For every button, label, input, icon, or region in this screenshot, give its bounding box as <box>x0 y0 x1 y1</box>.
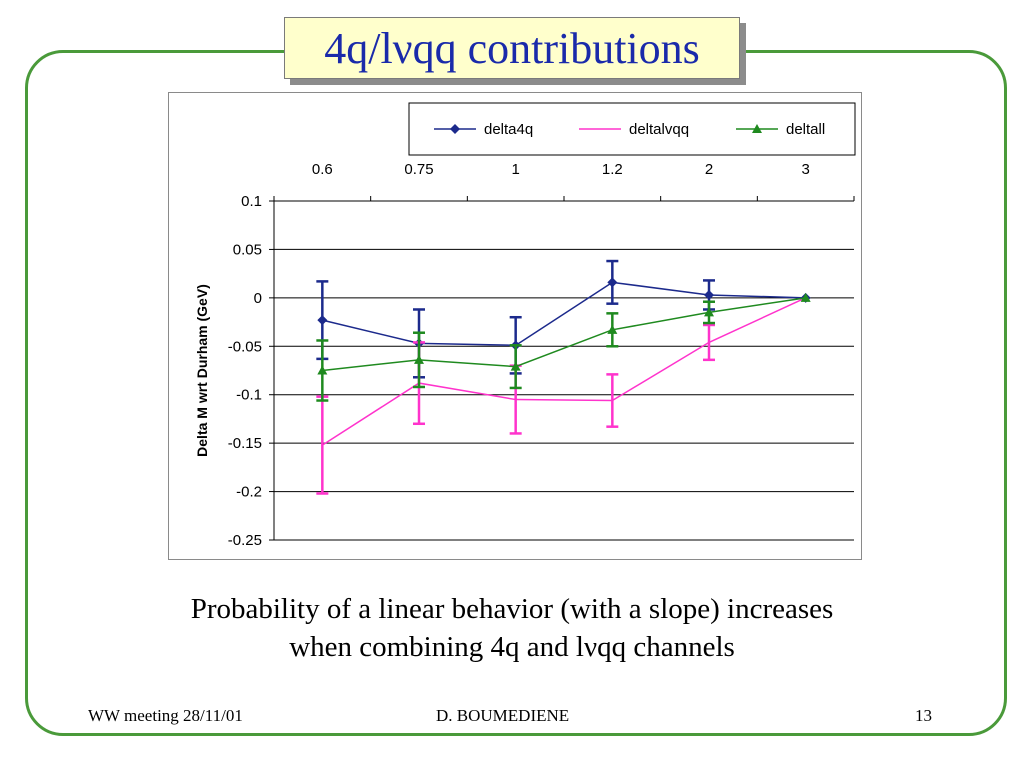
data-point-deltall <box>607 324 618 334</box>
slide-caption: Probability of a linear behavior (with a… <box>60 590 964 666</box>
footer-meeting: WW meeting 28/11/01 <box>88 706 243 725</box>
data-point-delta4q <box>317 315 328 326</box>
data-point-deltall <box>510 361 521 371</box>
y-axis-title: Delta M wrt Durham (GeV) <box>194 284 210 457</box>
footer-author: D. BOUMEDIENE <box>436 706 570 725</box>
chart-container: 0.1 0.05 0 -0.05 -0.1 -0.15 -0.2 -0.25 0.6 0.75 1 1… <box>168 92 862 560</box>
data-point-deltall <box>317 365 328 375</box>
legend-label-delta4q: delta4q <box>484 121 533 138</box>
x-tick-label: 0.6 <box>312 161 333 178</box>
footer-page-number: 13 <box>915 706 932 725</box>
legend-marker-deltall <box>752 124 762 133</box>
caption-line-2: when combining 4q and lνqq channels <box>289 631 735 663</box>
x-tick-label: 1 <box>511 161 519 178</box>
y-tick-label: -0.2 <box>236 484 262 501</box>
y-tick-label: 0 <box>254 290 262 307</box>
series-line-delta4q <box>322 281 806 347</box>
slide-title-text: 4q/lνqq contributions <box>324 23 700 73</box>
y-tick-label: -0.15 <box>228 435 262 452</box>
legend-box <box>408 102 856 156</box>
data-point-deltall <box>414 354 424 364</box>
slide-title: 4q/lνqq contributions <box>284 17 740 79</box>
line-chart: 0.1 0.05 0 -0.05 -0.1 -0.15 -0.2 -0.25 0.6 0.75 1 1… <box>194 102 856 549</box>
x-tick-label: 3 <box>801 161 809 178</box>
y-tick-label: -0.1 <box>236 387 262 404</box>
caption-line-1: Probability of a linear behavior (with a… <box>190 593 834 625</box>
data-point-deltall <box>800 292 811 302</box>
series-line-deltall <box>322 297 806 372</box>
y-tick-label: -0.25 <box>228 532 262 549</box>
legend-label-deltalvqq: deltalvqq <box>629 121 689 138</box>
x-tick-label: 1.2 <box>602 161 623 178</box>
y-tick-label: -0.05 <box>228 338 262 355</box>
y-tick-label: 0.05 <box>233 241 262 258</box>
legend-label-deltall: deltall <box>786 121 825 138</box>
legend-marker-delta4q <box>450 124 460 134</box>
x-tick-label: 0.75 <box>404 161 433 178</box>
data-point-deltall <box>704 307 714 317</box>
data-point-delta4q <box>704 289 714 300</box>
data-point-delta4q <box>607 277 618 288</box>
x-tick-label: 2 <box>705 161 713 178</box>
y-tick-label: 0.1 <box>241 193 262 210</box>
series-line-deltalvqq <box>321 297 806 446</box>
